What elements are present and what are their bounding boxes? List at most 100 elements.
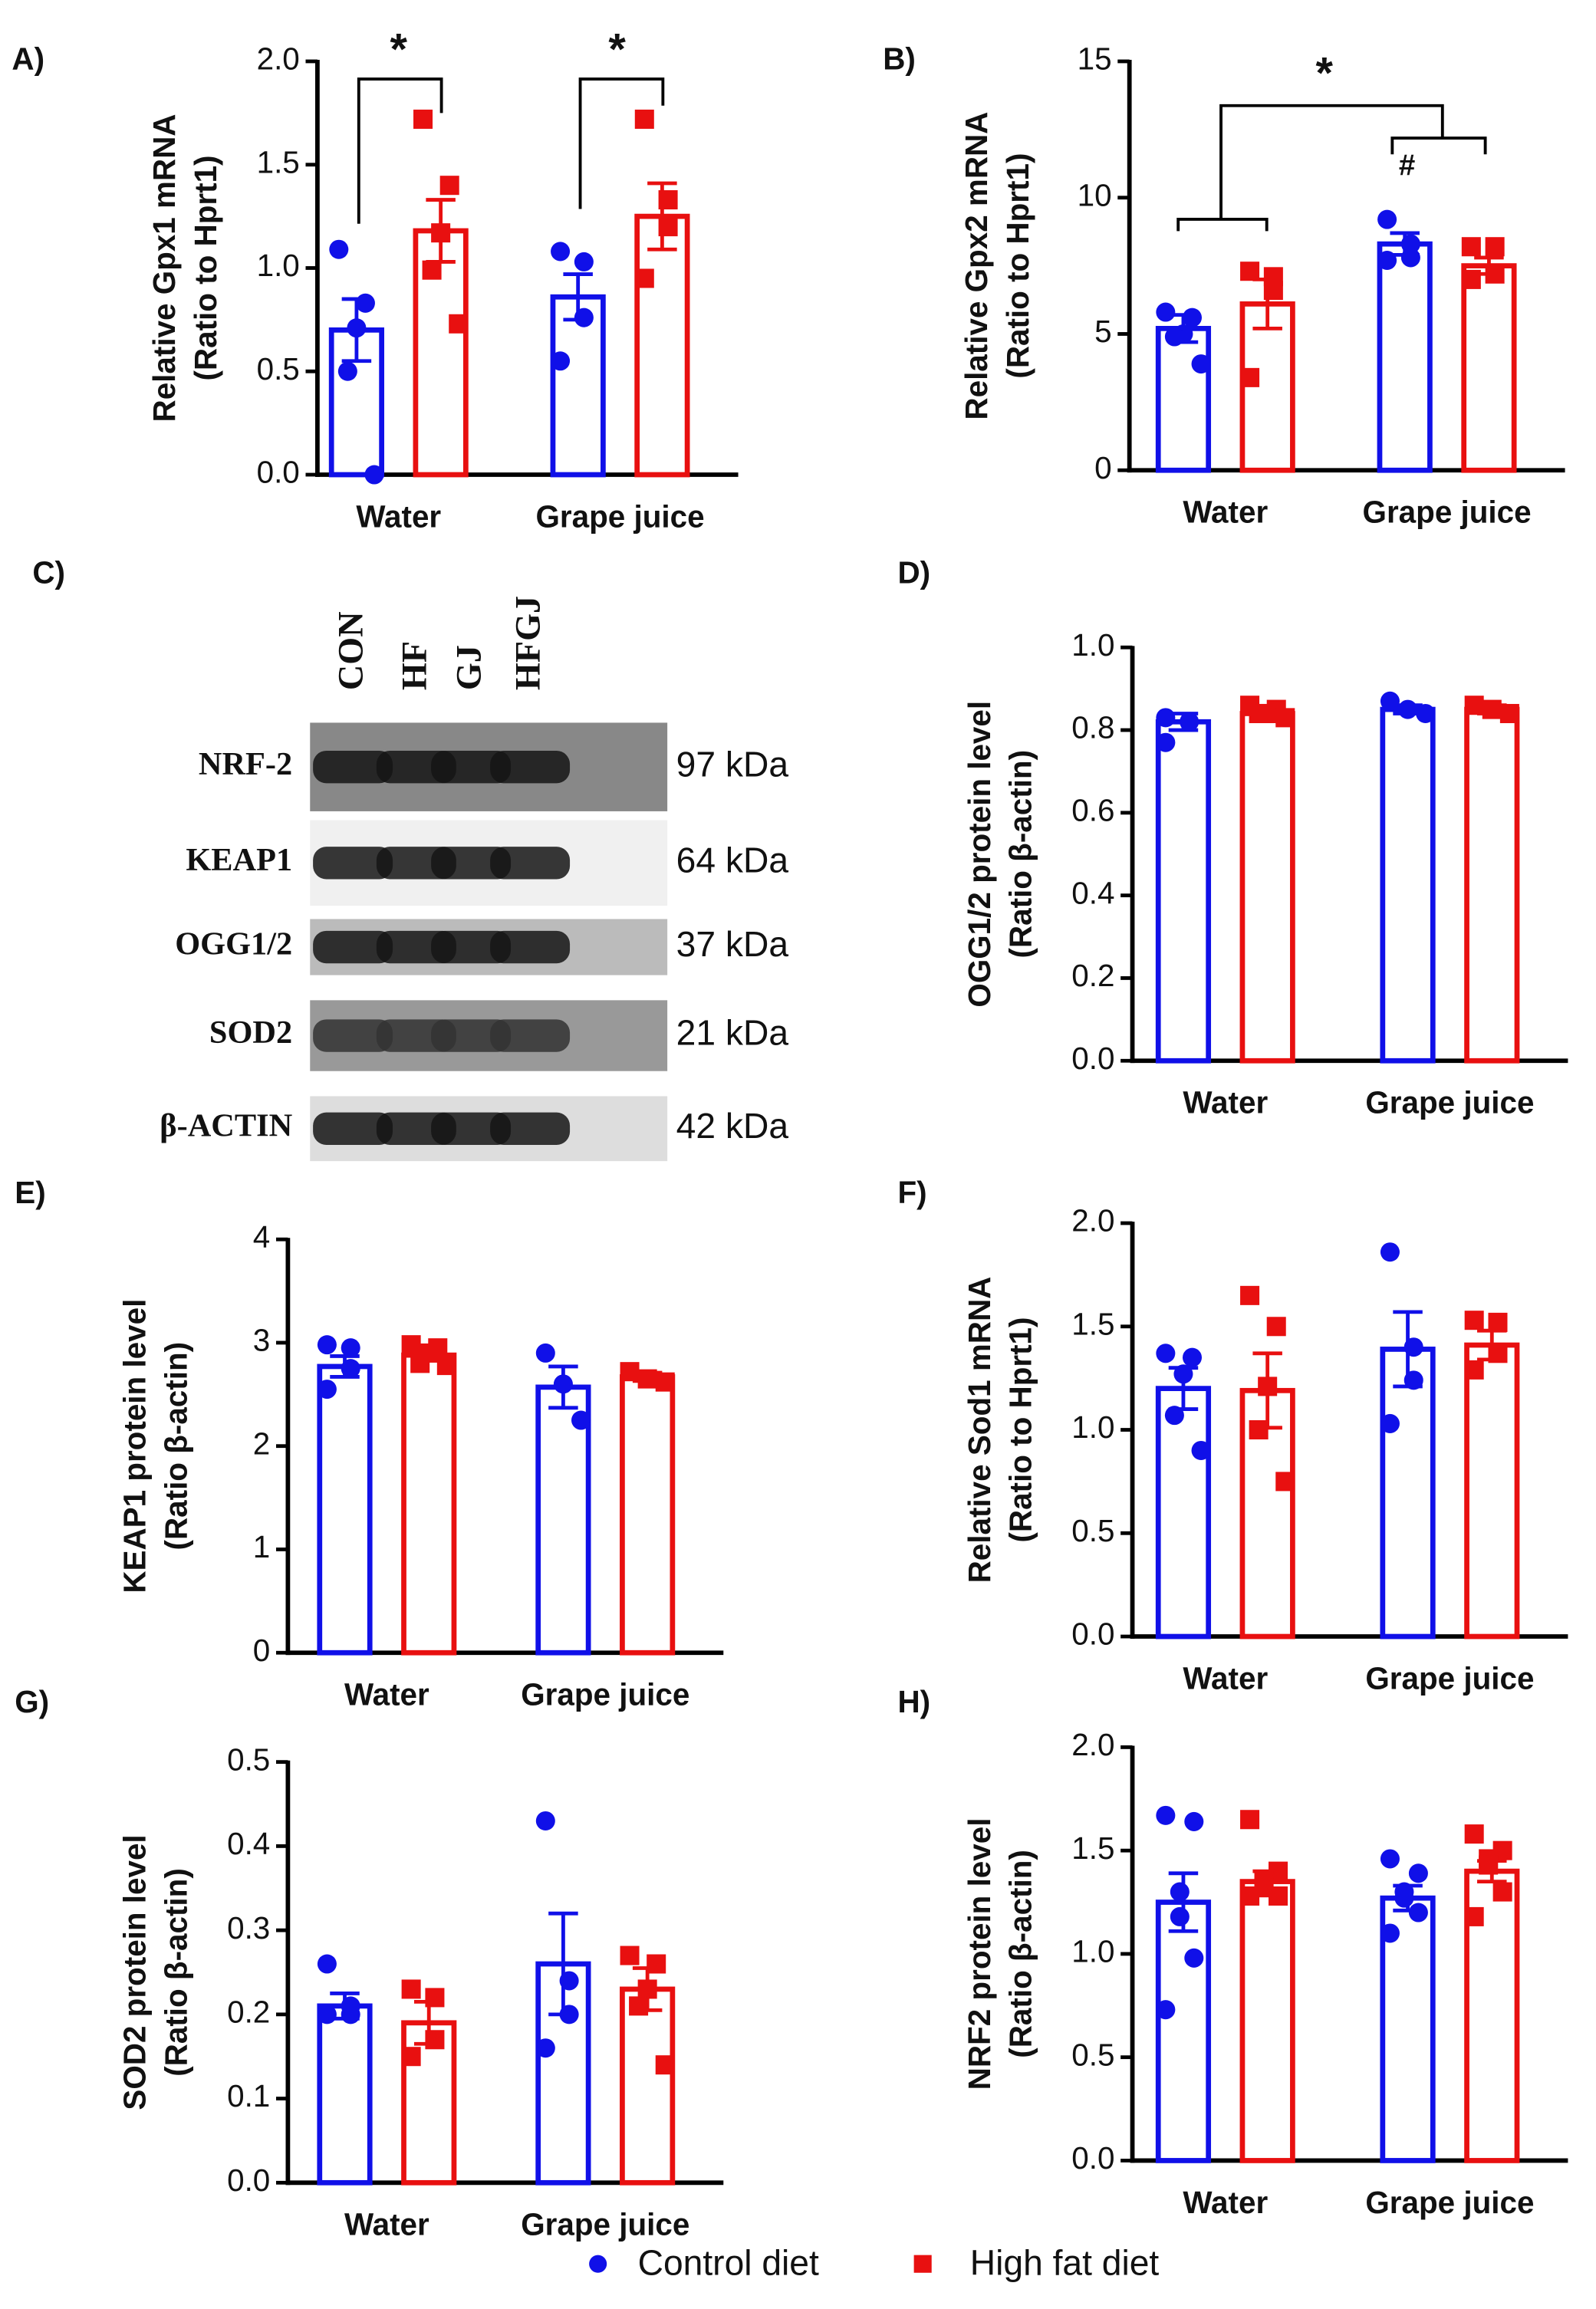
data-point (658, 217, 678, 237)
data-point (1164, 1406, 1184, 1426)
data-point (1398, 699, 1418, 719)
y-tick-label: 0 (253, 1633, 270, 1668)
data-point (317, 1380, 337, 1400)
y-tick-label: 1.5 (257, 144, 300, 179)
data-point (1492, 1882, 1512, 1902)
kda-label: 42 kDa (676, 1106, 789, 1146)
data-point (1269, 1886, 1288, 1906)
data-point (401, 1335, 421, 1355)
panel-label: E) (15, 1175, 45, 1210)
y-tick-label: 0.2 (227, 1995, 270, 2030)
x-tick-label: Grape juice (1365, 1660, 1534, 1696)
data-point (1263, 281, 1283, 301)
y-tick-label: 0.4 (227, 1826, 270, 1861)
x-tick-label: Grape juice (521, 1677, 689, 1712)
blot-band (490, 750, 571, 784)
bar (1155, 719, 1212, 1064)
y-tick-label: 0.4 (1071, 875, 1114, 910)
protein-label: SOD2 (209, 1015, 292, 1051)
data-point (1249, 1420, 1269, 1440)
data-point (1416, 703, 1436, 723)
y-tick-label: 2.0 (257, 41, 300, 77)
kda-label: 97 kDa (676, 744, 789, 784)
data-point (341, 1359, 360, 1379)
bar (1380, 1347, 1436, 1640)
data-point (1240, 1285, 1260, 1305)
data-point (1156, 1344, 1176, 1363)
y-tick-label: 0.1 (227, 2078, 270, 2113)
data-point (1499, 703, 1519, 723)
data-point (1482, 699, 1502, 719)
y-tick-label: 2.0 (1071, 1203, 1114, 1238)
significance-bracket (1176, 218, 1269, 232)
y-axis-label: (Ratio β-actin) (159, 1342, 194, 1551)
data-point (1394, 1888, 1414, 1908)
lane-label: HF (394, 641, 433, 690)
data-point (571, 1410, 591, 1430)
y-axis-label: (Ratio to Hprt1) (1003, 1317, 1038, 1543)
data-point (1464, 1311, 1484, 1330)
data-point (1488, 1344, 1508, 1363)
y-tick-label: 0.0 (1071, 1041, 1114, 1076)
panel-label: H) (897, 1684, 930, 1719)
bar (317, 2003, 373, 2186)
data-point (341, 1338, 360, 1358)
x-tick-label: Water (1183, 2185, 1268, 2220)
blot-band (490, 1019, 571, 1052)
data-point (574, 308, 594, 327)
data-point (1479, 1855, 1499, 1875)
kda-label: 21 kDa (676, 1013, 789, 1053)
data-point (1488, 1312, 1508, 1332)
bar (401, 1352, 457, 1656)
y-axis-label: (Ratio to Hprt1) (1000, 153, 1035, 379)
bar (634, 213, 690, 478)
data-point (620, 1362, 640, 1382)
data-point (341, 2005, 360, 2024)
y-tick-label: 1 (253, 1529, 270, 1564)
y-tick-label: 15 (1078, 41, 1112, 77)
data-point (1156, 1805, 1176, 1825)
data-point (655, 1372, 675, 1392)
legend-marker (589, 2255, 607, 2273)
data-point (1464, 696, 1484, 715)
y-tick-label: 4 (253, 1219, 270, 1255)
data-point (439, 176, 459, 196)
annotation: * (608, 25, 626, 74)
x-tick-label: Water (1183, 1660, 1268, 1696)
data-point (1184, 1811, 1204, 1831)
data-point (1380, 691, 1400, 711)
y-tick-label: 0.0 (257, 455, 300, 490)
blot-band (431, 1019, 512, 1052)
data-point (425, 2030, 445, 2050)
bar (1155, 326, 1212, 473)
blot-band (490, 1112, 571, 1145)
bar (1380, 706, 1436, 1064)
data-point (1377, 250, 1397, 271)
blot-band (431, 930, 512, 964)
legend-marker (913, 2255, 932, 2273)
data-point (1240, 367, 1260, 387)
data-point (1170, 1906, 1190, 1926)
bar (1377, 241, 1433, 473)
data-point (1156, 302, 1176, 322)
data-point (1180, 712, 1199, 732)
data-point (559, 1971, 579, 1991)
panel-label: G) (15, 1684, 49, 1719)
data-point (535, 1343, 555, 1363)
x-tick-label: Grape juice (1365, 2185, 1534, 2220)
lane-label: CON (331, 611, 370, 690)
data-point (347, 318, 367, 338)
blot-band (313, 1019, 393, 1052)
x-tick-label: Grape juice (521, 2207, 689, 2242)
y-tick-label: 1.0 (1071, 1934, 1114, 1969)
data-point (559, 2005, 579, 2024)
x-tick-label: Water (1183, 495, 1268, 530)
y-tick-label: 5 (1094, 314, 1111, 349)
data-point (1164, 327, 1184, 347)
annotation: * (1316, 48, 1334, 97)
data-point (1408, 1863, 1428, 1883)
kda-label: 64 kDa (676, 840, 789, 880)
y-tick-label: 1.5 (1071, 1306, 1114, 1341)
y-tick-label: 1.5 (1071, 1830, 1114, 1866)
